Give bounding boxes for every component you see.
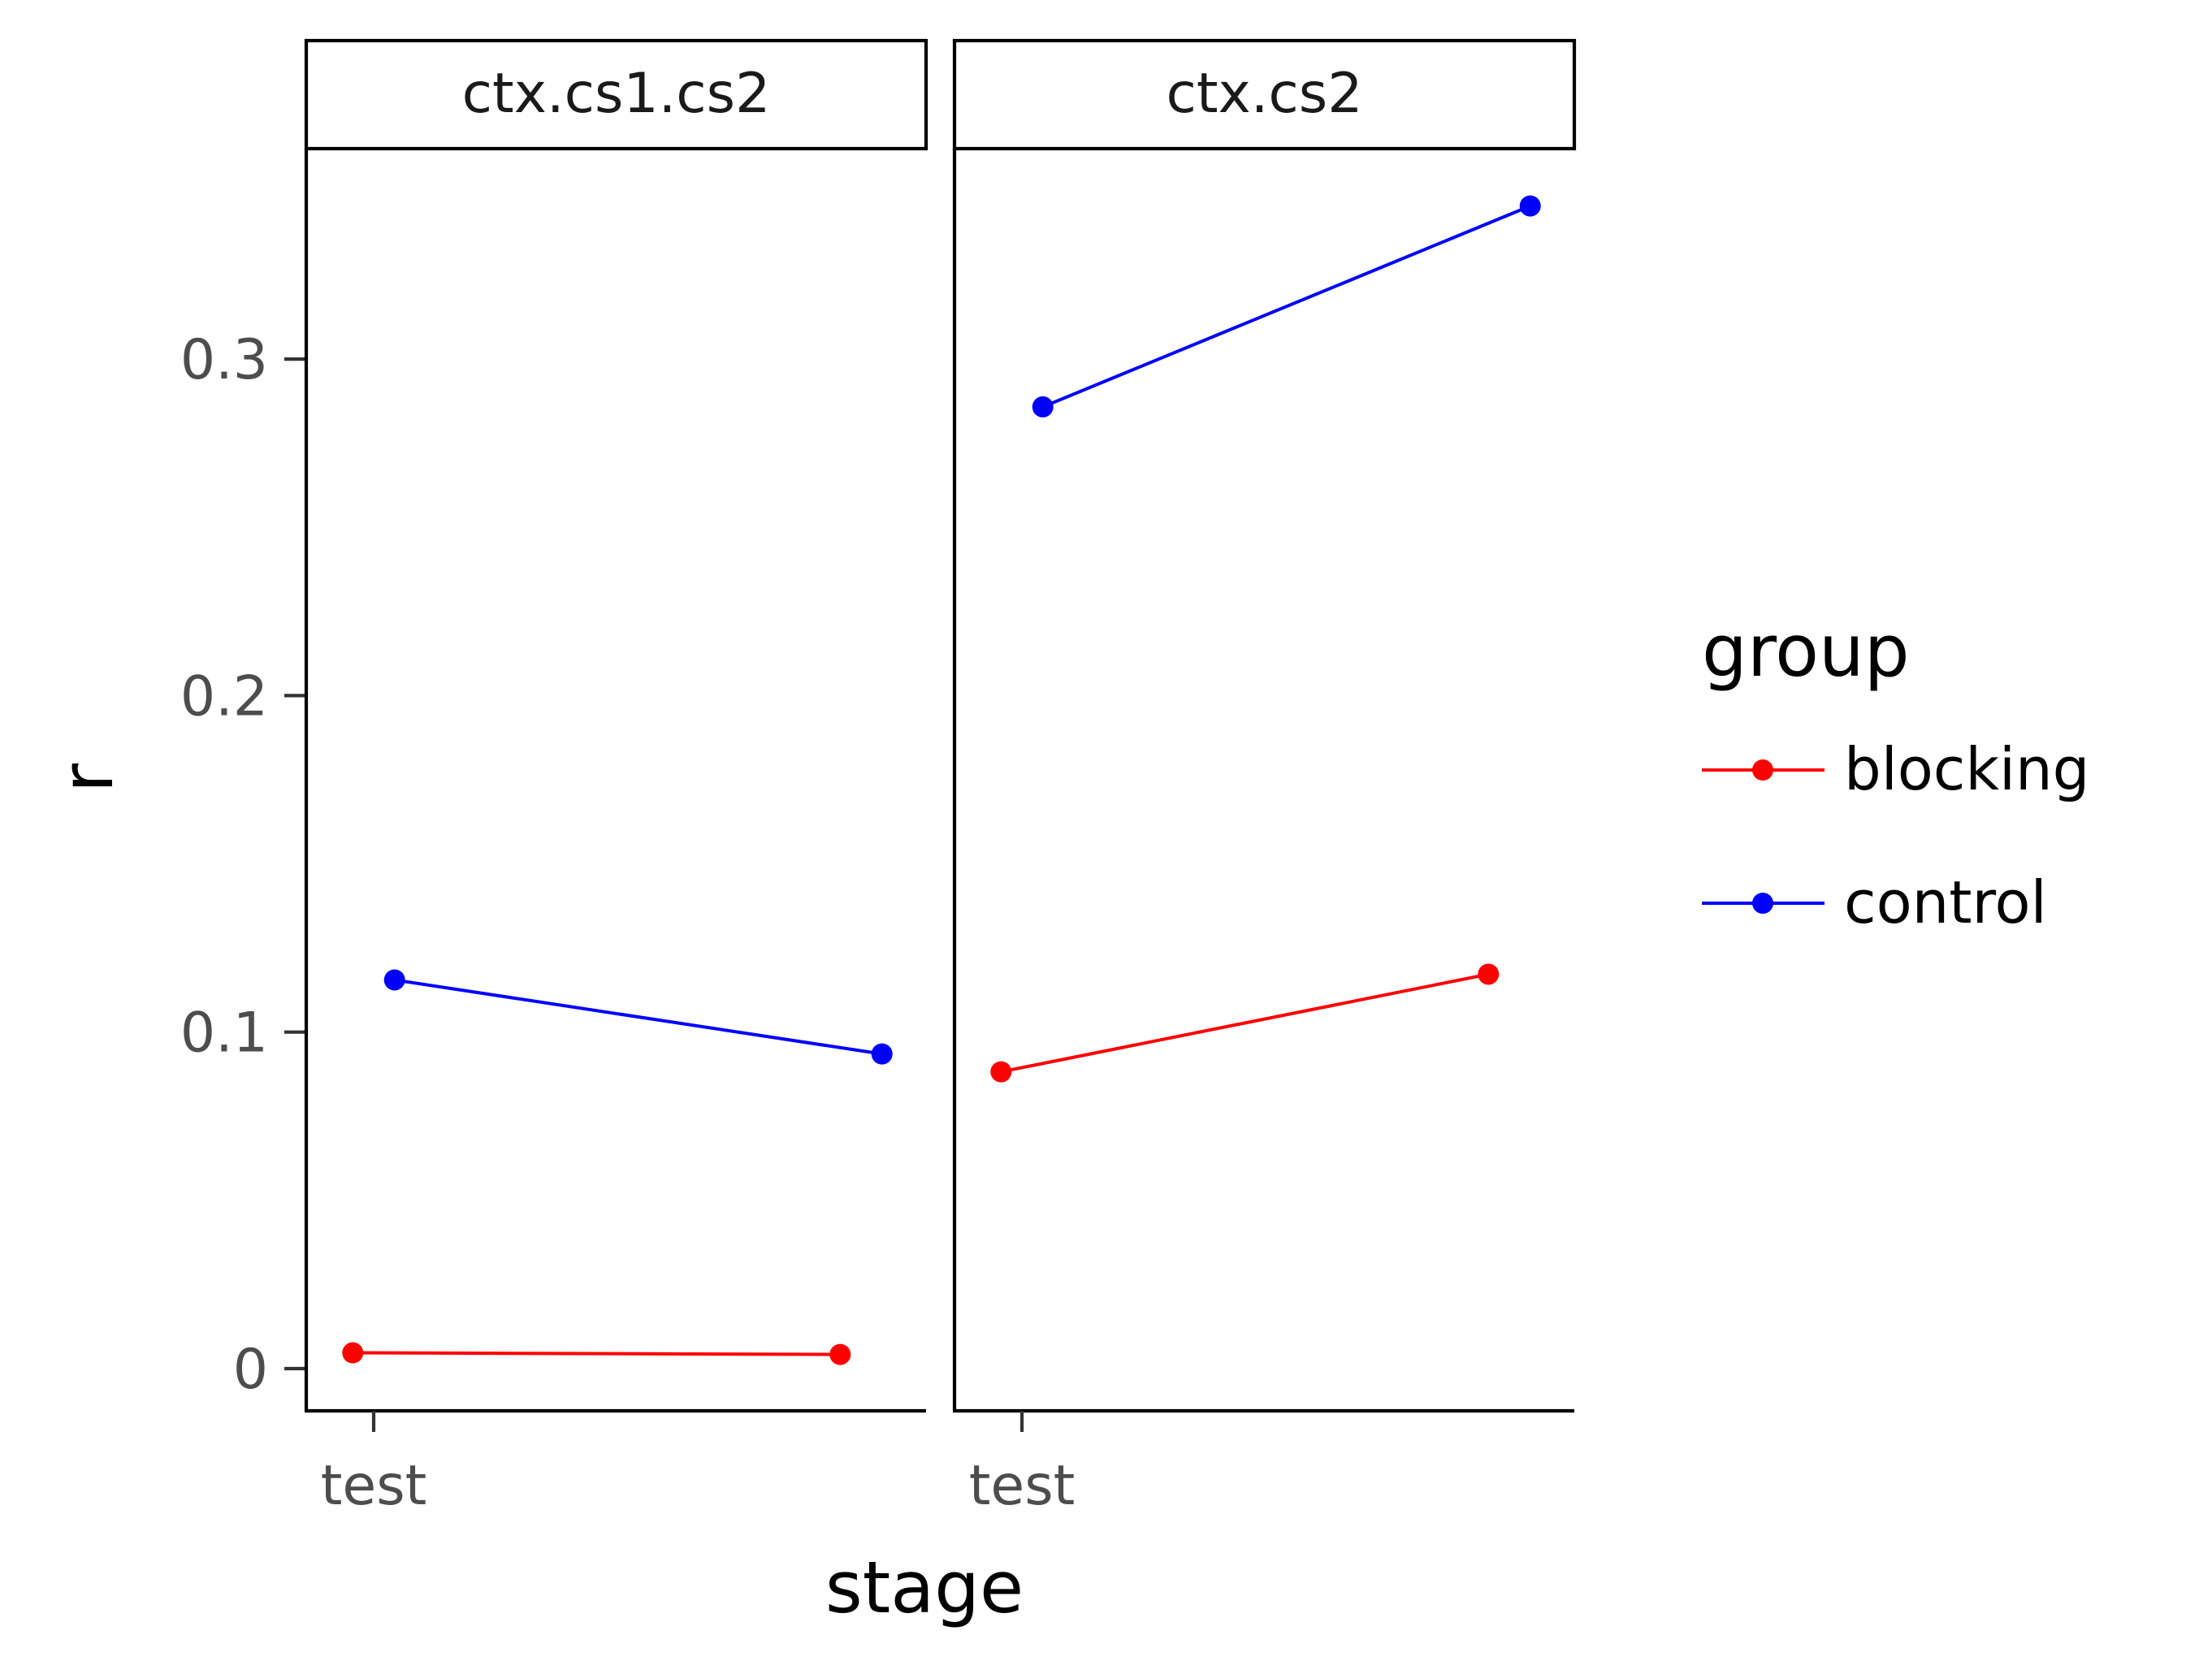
x-tick-label: test xyxy=(321,1454,427,1518)
x-axis-title: stage xyxy=(825,1546,1024,1629)
data-point-control xyxy=(383,969,405,991)
data-point-control xyxy=(1032,396,1054,417)
series-line-control xyxy=(1041,204,1531,409)
legend-label-blocking: blocking xyxy=(1844,735,2089,803)
facet-strip xyxy=(304,38,929,151)
facet-label: ctx.cs1.cs2 xyxy=(462,62,771,126)
x-tick-label: test xyxy=(969,1454,1076,1518)
legend-title: group xyxy=(1702,609,1910,693)
data-point-blocking xyxy=(829,1343,851,1365)
y-tick-label: 0 xyxy=(233,1338,268,1402)
data-point-control xyxy=(1519,195,1541,217)
series-line-blocking xyxy=(353,1351,841,1356)
y-tick-label: 0.1 xyxy=(180,1001,268,1066)
data-point-blocking xyxy=(342,1342,364,1364)
y-tick-label: 0.3 xyxy=(180,328,268,392)
facet-strip xyxy=(952,38,1577,151)
series-line-control xyxy=(394,978,883,1056)
data-point-control xyxy=(871,1043,893,1065)
data-point-blocking xyxy=(990,1061,1012,1083)
legend-key-point-control xyxy=(1752,893,1773,914)
facet-label: ctx.cs2 xyxy=(1167,62,1363,126)
legend-label-control: control xyxy=(1844,868,2047,936)
legend-key-point-blocking xyxy=(1752,759,1773,781)
series-line-blocking xyxy=(1000,972,1489,1074)
y-tick-label: 0.2 xyxy=(180,664,268,729)
y-axis-title: r xyxy=(45,763,129,793)
data-point-blocking xyxy=(1478,963,1500,985)
